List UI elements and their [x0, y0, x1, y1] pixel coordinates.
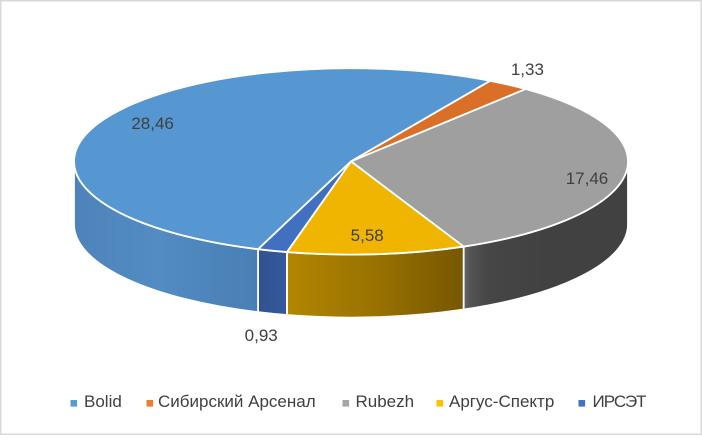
svg-text:Сибирский Арсенал: Сибирский Арсенал [158, 392, 316, 411]
svg-text:0,93: 0,93 [245, 326, 278, 345]
svg-text:28,46: 28,46 [131, 114, 174, 133]
svg-text:17,46: 17,46 [566, 169, 609, 188]
svg-text:1,33: 1,33 [511, 60, 544, 79]
svg-text:5,58: 5,58 [351, 226, 384, 245]
svg-text:ИРСЭТ: ИРСЭТ [593, 392, 647, 411]
svg-text:Bolid: Bolid [84, 392, 122, 411]
svg-text:Rubezh: Rubezh [356, 392, 415, 411]
svg-text:Аргус-Спектр: Аргус-Спектр [449, 392, 554, 411]
